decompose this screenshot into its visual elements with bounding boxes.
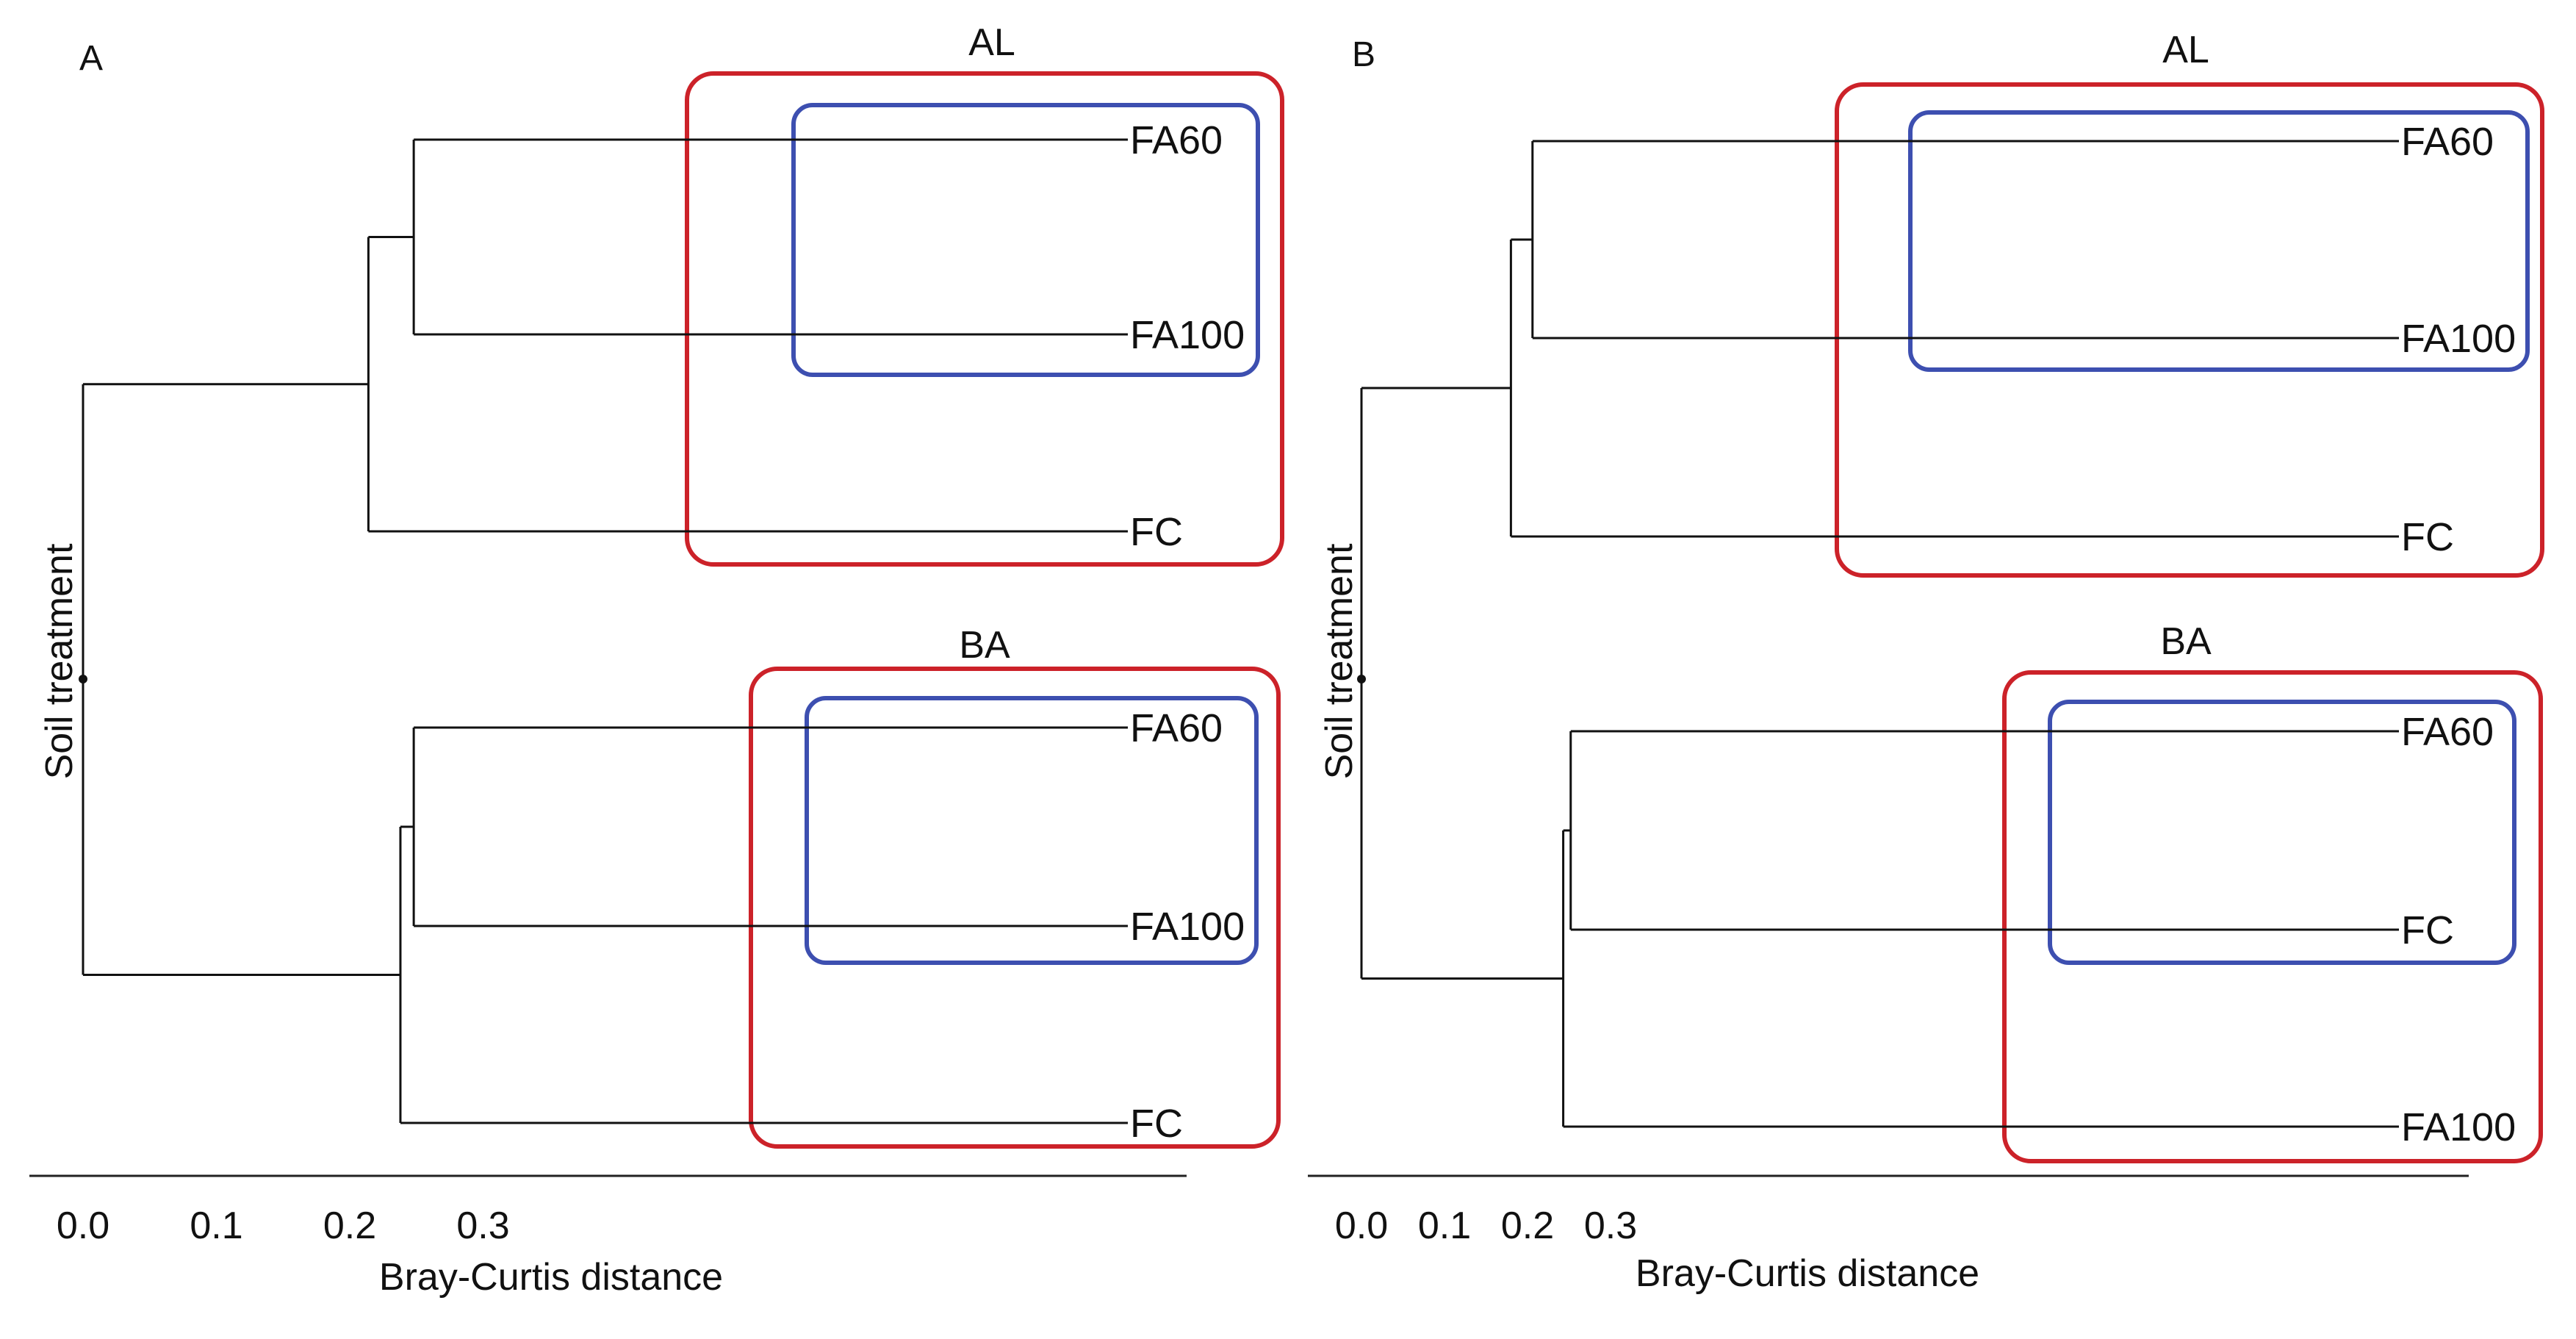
y-axis-label: Soil treatment [38,543,81,779]
x-tick-label: 0.0 [1335,1205,1388,1247]
leaf-label: FA100 [1130,905,1245,949]
leaf-label: FC [2401,515,2454,559]
group-label: BA [959,624,1010,667]
leaf-label: FA60 [2401,120,2494,164]
leaf-label: FA60 [1130,706,1223,750]
x-tick-label: 0.3 [1584,1205,1637,1247]
subcluster-highlight-box [2048,700,2516,965]
group-highlight-box [685,71,1284,567]
subcluster-highlight-box [1908,110,2530,372]
x-axis-title: Bray-Curtis distance [1636,1252,1979,1295]
subcluster-highlight-box [791,103,1260,377]
x-axis-title: Bray-Curtis distance [379,1256,723,1299]
x-tick-label: 0.2 [1501,1205,1554,1247]
x-tick-label: 0.3 [456,1205,509,1247]
leaf-label: FA60 [2401,710,2494,754]
leaf-label: FC [1130,1102,1183,1146]
x-tick-label: 0.1 [190,1205,242,1247]
leaf-label: FC [2401,908,2454,952]
root-node [1357,675,1366,683]
subcluster-highlight-box [805,696,1259,965]
root-node [79,675,87,683]
leaf-label: FA100 [1130,313,1245,357]
group-label: AL [2162,29,2209,71]
x-tick-label: 0.1 [1418,1205,1471,1247]
leaf-label: FC [1130,510,1183,554]
panel-letter: A [79,39,103,78]
x-tick-label: 0.0 [57,1205,109,1247]
panel-letter: B [1352,35,1375,74]
group-label: BA [2160,620,2212,663]
group-label: AL [968,21,1015,64]
leaf-label: FA100 [2401,317,2516,361]
leaf-label: FA100 [2401,1105,2516,1149]
group-highlight-box [2002,670,2543,1163]
panel-a: A Soil treatment 0.0 0.1 0.2 0.3 Bray-Curtis d… [29,21,1284,1299]
x-tick-label: 0.2 [323,1205,376,1247]
group-highlight-box [1835,82,2544,578]
y-axis-label: Soil treatment [1318,543,1361,779]
leaf-label: FA60 [1130,118,1223,162]
group-highlight-box [749,667,1281,1149]
panel-b: B Soil treatment 0.0 0.1 0.2 0.3 Bray-Curtis d… [1308,29,2544,1295]
